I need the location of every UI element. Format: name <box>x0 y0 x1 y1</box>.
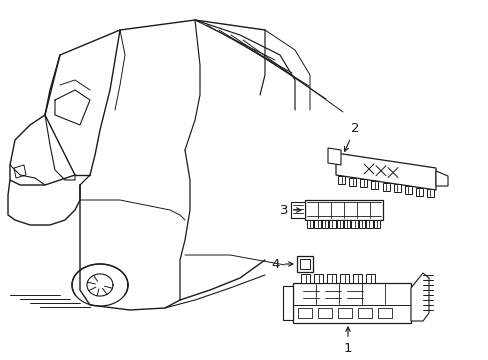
Polygon shape <box>314 220 320 228</box>
Bar <box>337 308 351 318</box>
Polygon shape <box>366 220 372 228</box>
Polygon shape <box>305 200 382 220</box>
Polygon shape <box>296 256 312 272</box>
Bar <box>377 308 391 318</box>
Polygon shape <box>306 220 313 228</box>
Polygon shape <box>343 220 350 228</box>
Polygon shape <box>337 176 345 184</box>
Polygon shape <box>348 177 355 185</box>
Polygon shape <box>327 148 340 165</box>
Polygon shape <box>360 179 366 187</box>
Bar <box>317 308 331 318</box>
Polygon shape <box>321 220 327 228</box>
Bar <box>297 308 311 318</box>
Polygon shape <box>313 274 323 283</box>
Polygon shape <box>301 274 309 283</box>
Polygon shape <box>352 274 361 283</box>
Polygon shape <box>328 220 335 228</box>
Polygon shape <box>435 171 447 186</box>
Text: 3: 3 <box>279 203 301 216</box>
Polygon shape <box>290 202 305 218</box>
Polygon shape <box>426 189 433 197</box>
Polygon shape <box>283 286 292 320</box>
Polygon shape <box>292 283 410 323</box>
Polygon shape <box>410 273 428 321</box>
Polygon shape <box>365 274 374 283</box>
Polygon shape <box>370 181 378 189</box>
Polygon shape <box>339 274 348 283</box>
Polygon shape <box>415 188 422 195</box>
Polygon shape <box>404 186 411 194</box>
Polygon shape <box>335 153 435 190</box>
Bar <box>357 308 371 318</box>
Text: 4: 4 <box>271 257 292 270</box>
Polygon shape <box>382 183 389 190</box>
Polygon shape <box>393 184 400 192</box>
Text: 1: 1 <box>343 327 351 355</box>
Text: 2: 2 <box>344 122 359 151</box>
Polygon shape <box>373 220 379 228</box>
Polygon shape <box>326 274 335 283</box>
Polygon shape <box>358 220 365 228</box>
Polygon shape <box>336 220 342 228</box>
Polygon shape <box>351 220 357 228</box>
